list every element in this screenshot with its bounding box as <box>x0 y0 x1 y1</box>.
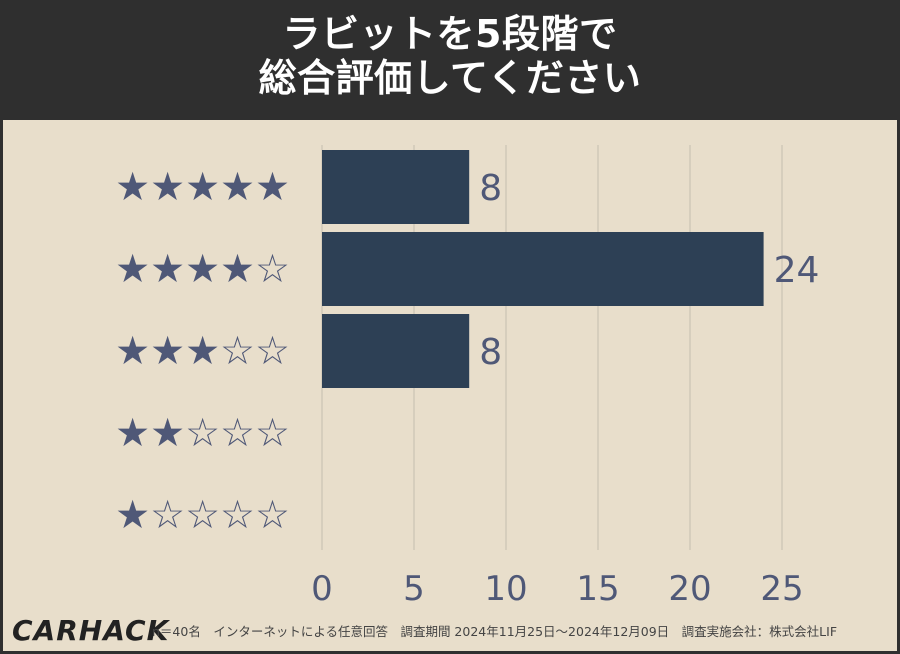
category-label: ★☆☆☆☆ <box>115 493 290 538</box>
frame-border-right <box>897 120 900 654</box>
category-label: ★★★★☆ <box>115 247 290 292</box>
bar <box>322 232 764 306</box>
x-tick-label: 0 <box>311 569 333 609</box>
category-label: ★★★☆☆ <box>115 329 290 374</box>
x-tick-label: 5 <box>403 569 425 609</box>
value-label: 8 <box>479 168 502 209</box>
brand-logo: CARHACK <box>12 614 170 647</box>
value-label: 24 <box>774 250 820 291</box>
x-tick-label: 20 <box>668 569 711 609</box>
frame-border-bottom <box>0 651 900 654</box>
footer: CARHACK n＝40名 インターネットによる任意回答 調査期間 2024年1… <box>0 610 900 654</box>
header-banner: ラビットを5段階で 総合評価してください <box>0 0 900 120</box>
x-tick-label: 25 <box>760 569 803 609</box>
chart-title: ラビットを5段階で 総合評価してください <box>258 12 642 100</box>
bar <box>322 314 470 388</box>
category-label: ★★★★★ <box>115 165 290 210</box>
bar <box>322 150 470 224</box>
x-tick-label: 10 <box>484 569 527 609</box>
frame-border-left <box>0 120 3 654</box>
category-label: ★★☆☆☆ <box>115 411 290 456</box>
value-label: 8 <box>479 332 502 373</box>
survey-footnote: n＝40名 インターネットによる任意回答 調査期間 2024年11月25日〜20… <box>152 624 838 639</box>
x-tick-label: 15 <box>576 569 619 609</box>
